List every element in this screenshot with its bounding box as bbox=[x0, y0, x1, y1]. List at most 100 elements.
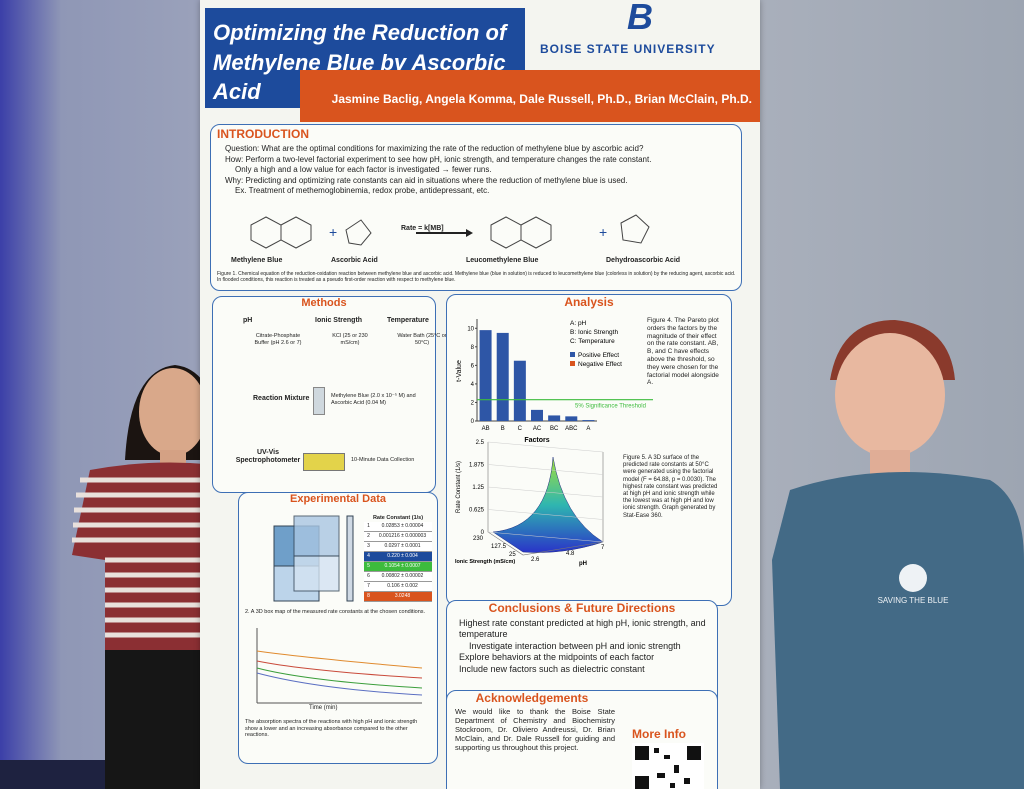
spectra-plot bbox=[256, 628, 423, 704]
table-cell: 3 bbox=[367, 543, 370, 550]
table-cell: 0.02853 ± 0.00004 bbox=[381, 523, 424, 530]
conclusion-item: Include new factors such as dielectric c… bbox=[459, 664, 645, 675]
frame bbox=[487, 442, 604, 556]
table-row: 6 0.00802 ± 0.00002 bbox=[364, 571, 432, 582]
legend-swatch bbox=[570, 361, 575, 366]
conclusion-item: Explore behaviors at the midpoints of ea… bbox=[459, 652, 655, 663]
mixture-detail: Methylene Blue (2.0 x 10⁻⁵ M) and Ascorb… bbox=[331, 393, 416, 406]
table-row: 5 0.1054 ± 0.0007 bbox=[364, 561, 432, 572]
more-info: More Info bbox=[632, 727, 686, 741]
legend-label: C: Temperature bbox=[570, 338, 615, 345]
z-tick-label: 0.625 bbox=[469, 508, 485, 514]
compound-label: Leucomethylene Blue bbox=[466, 257, 539, 264]
bar bbox=[496, 332, 509, 421]
compound-label: Dehydroascorbic Acid bbox=[606, 257, 681, 264]
table-cell: 4 bbox=[367, 553, 370, 560]
ack-text: We would like to thank the Boise State D… bbox=[455, 707, 615, 752]
y-tick-label: 4.8 bbox=[566, 551, 575, 557]
factor-detail: Citrate-Phosphate Buffer (pH 2.6 or 7) bbox=[254, 333, 302, 346]
bar bbox=[548, 415, 561, 421]
rate-table: Rate Constant (1/s) 1 0.02853 ± 0.00004 2 0… bbox=[364, 515, 432, 602]
table-row: 2 0.001216 ± 0.000003 bbox=[364, 531, 432, 542]
factor-detail: Water Bath (25°C or 50°C) bbox=[397, 333, 447, 346]
x-axis-label: Ionic Strength (mS/cm) bbox=[455, 559, 515, 565]
legend-label: Negative Effect bbox=[578, 361, 622, 368]
y-axis-label: t-Value bbox=[456, 360, 463, 382]
person-right: SAVING THE BLUE bbox=[772, 320, 1024, 789]
y-tick-label: 6 bbox=[471, 363, 475, 369]
poster: Optimizing the Reduction of Methylene Bl… bbox=[200, 0, 760, 789]
bar bbox=[565, 416, 578, 421]
bar bbox=[513, 360, 526, 421]
y-tick-label: 4 bbox=[471, 382, 475, 388]
surface bbox=[492, 456, 604, 553]
grid-line bbox=[487, 486, 604, 498]
factor-detail: KCl (25 or 230 mS/cm) bbox=[332, 333, 368, 346]
figure-caption: Figure 5. A 3D surface of the predicted … bbox=[623, 455, 718, 519]
conclusion-item: Highest rate constant predicted at high … bbox=[459, 618, 706, 639]
table-row: 3 0.0297 ± 0.0001 bbox=[364, 541, 432, 552]
x-tick-label: AC bbox=[533, 426, 542, 432]
surface-plot: 0 0.625 1.25 1.875 2.5 Rate Constant (1/s) 230… bbox=[455, 440, 605, 567]
figure-caption: The absorption spectra of the reactions … bbox=[245, 719, 418, 739]
y-tick-label: 8 bbox=[471, 345, 475, 351]
svg-text:+: + bbox=[329, 224, 337, 240]
table-cell: 7 bbox=[367, 583, 370, 590]
bar bbox=[531, 409, 543, 421]
heading: Experimental Data bbox=[290, 493, 386, 505]
svg-text:+: + bbox=[599, 224, 607, 240]
x-tick-label: AB bbox=[482, 426, 490, 432]
z-tick-label: 2.5 bbox=[476, 440, 485, 446]
heading: Analysis bbox=[564, 295, 614, 309]
x-tick-label: BC bbox=[550, 426, 559, 432]
table-header: Rate Constant (1/s) bbox=[372, 515, 424, 521]
y-tick-label: 2.6 bbox=[531, 557, 540, 563]
y-tick-label: 10 bbox=[467, 326, 474, 332]
experimental-data: Experimental Data Rate Constant (1/s) 1 0… bbox=[238, 492, 438, 764]
intro-item: Question: What are the optimal condition… bbox=[225, 144, 644, 153]
table-cell: 1 bbox=[367, 523, 370, 530]
grid-line bbox=[487, 509, 604, 520]
author-bar: Jasmine Baclig, Angela Komma, Dale Russe… bbox=[300, 70, 760, 122]
grid-line bbox=[487, 464, 604, 475]
compound-label: Ascorbic Acid bbox=[331, 257, 378, 264]
methods: Methods pH Citrate-Phosphate Buffer (pH 2… bbox=[212, 296, 447, 493]
legend-label: Positive Effect bbox=[578, 352, 619, 359]
x-axis-label: Factors bbox=[524, 437, 549, 444]
factor: Temperature bbox=[387, 317, 429, 324]
factor: pH bbox=[243, 317, 253, 324]
z-axis-label: Rate Constant (1/s) bbox=[456, 461, 462, 513]
table-cell: 0.0297 ± 0.0001 bbox=[384, 543, 421, 550]
conclusion-item: Investigate interaction between pH and i… bbox=[469, 640, 681, 651]
y-tick-label: 2 bbox=[471, 400, 475, 406]
shirt-text: SAVING THE BLUE bbox=[878, 596, 949, 605]
qr-code bbox=[632, 743, 704, 789]
introduction: INTRODUCTION Question: What are the opti… bbox=[210, 124, 742, 291]
figure-caption: Figure 4. The Pareto plot orders the fac… bbox=[647, 317, 719, 387]
factor: Ionic Strength bbox=[315, 317, 363, 324]
vial bbox=[313, 387, 325, 415]
heading: Acknowledgements bbox=[475, 691, 589, 705]
x-tick-label: ABC bbox=[565, 426, 578, 432]
intro-list: Question: What are the optimal condition… bbox=[211, 144, 741, 196]
legend-label: A: pH bbox=[570, 320, 587, 327]
table-cell: 0.106 ± 0.002 bbox=[387, 583, 418, 590]
intro-item: Why: Predicting and optimizing rate cons… bbox=[225, 175, 628, 185]
x-tick-label: 25 bbox=[509, 552, 516, 558]
figure-caption: Figure 1. Chemical equation of the reduc… bbox=[217, 271, 736, 283]
axis-label: Time (min) bbox=[309, 705, 338, 711]
x-tick-label: 127.5 bbox=[491, 544, 507, 550]
z-tick-label: 1.25 bbox=[472, 485, 484, 491]
table-row: 8 3.0248 bbox=[364, 591, 432, 602]
heading: INTRODUCTION bbox=[217, 127, 309, 141]
instrument: UV-Vis Spectrophotometer bbox=[235, 449, 301, 465]
table-cell: 5 bbox=[367, 563, 370, 570]
bar bbox=[582, 420, 595, 421]
legend-swatch bbox=[570, 352, 575, 357]
table-cell: 8 bbox=[367, 593, 370, 600]
x-tick-label: A bbox=[586, 426, 590, 432]
acknowledgements: Acknowledgements We would like to thank … bbox=[446, 690, 718, 789]
collection: 10-Minute Data Collection bbox=[351, 457, 415, 463]
legend-label: B: Ionic Strength bbox=[570, 329, 618, 336]
y-axis-label: pH bbox=[579, 561, 587, 567]
